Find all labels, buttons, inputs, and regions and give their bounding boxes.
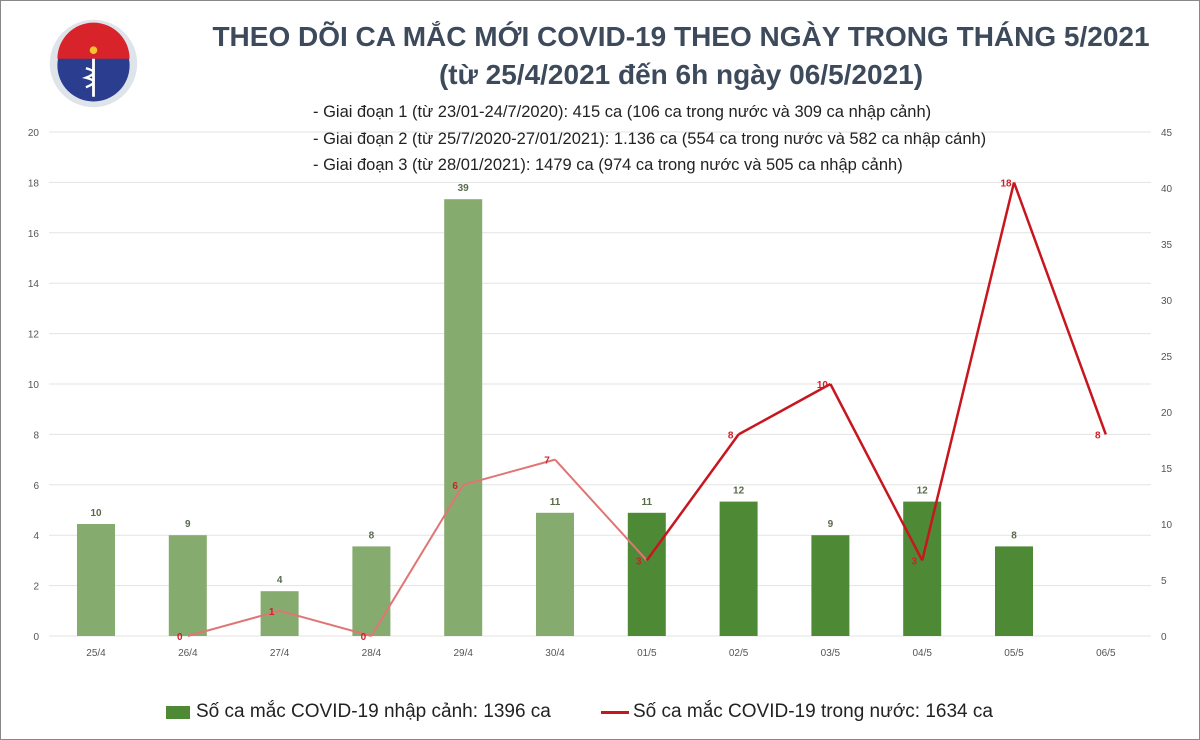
right-axis-tick: 30 <box>1161 296 1173 307</box>
line-data-label: 0 <box>361 632 367 643</box>
left-axis-tick: 6 <box>33 481 39 492</box>
bar-data-label: 39 <box>458 183 470 194</box>
bar-data-label: 10 <box>90 508 102 519</box>
x-axis-tick: 28/4 <box>362 648 382 659</box>
x-axis-tick: 06/5 <box>1096 648 1116 659</box>
bar <box>536 512 574 636</box>
x-axis-tick: 27/4 <box>270 648 290 659</box>
right-axis-tick: 25 <box>1161 352 1173 363</box>
line-data-label: 1 <box>269 607 275 618</box>
line-data-label: 3 <box>636 556 642 567</box>
bar <box>352 546 391 636</box>
left-axis-tick: 14 <box>28 279 40 290</box>
bar-data-label: 4 <box>277 575 283 586</box>
right-axis-tick: 40 <box>1161 184 1173 195</box>
line-segment <box>920 182 1016 561</box>
line-data-label: 0 <box>177 632 183 643</box>
right-axis-tick: 35 <box>1161 240 1173 251</box>
bar-data-label: 9 <box>828 519 834 530</box>
line-segment <box>187 609 280 637</box>
left-axis-tick: 10 <box>28 380 40 391</box>
left-axis-tick: 0 <box>33 632 39 643</box>
line-segment <box>737 382 832 436</box>
line-segment <box>645 433 740 562</box>
bar-data-label: 8 <box>369 530 375 541</box>
line-data-label: 18 <box>1000 178 1012 189</box>
chart-title: THEO DÕI CA MẮC MỚI COVID-19 THEO NGÀY T… <box>212 21 1150 52</box>
left-axis-tick: 18 <box>28 178 40 189</box>
legend-bar-label: Số ca mắc COVID-19 nhập cảnh: 1396 ca <box>196 701 551 722</box>
note-phase-3: - Giai đoạn 3 (từ 28/01/2021): 1479 ca (… <box>313 156 903 174</box>
legend-line: Số ca mắc COVID-19 trong nước: 1634 ca <box>601 701 993 723</box>
note-phase-1: - Giai đoạn 1 (từ 23/01-24/7/2020): 415 … <box>313 103 932 121</box>
right-axis-tick: 5 <box>1161 576 1167 587</box>
bar <box>627 512 666 636</box>
bar <box>811 535 850 636</box>
x-axis-tick: 05/5 <box>1004 648 1024 659</box>
bar-data-label: 12 <box>917 486 929 497</box>
line-data-label: 7 <box>544 456 550 467</box>
bar <box>168 535 207 636</box>
x-axis-tick: 04/5 <box>912 648 932 659</box>
x-axis-tick: 02/5 <box>729 648 749 659</box>
right-axis-tick: 20 <box>1161 408 1173 419</box>
line-segment <box>829 383 924 561</box>
x-axis-tick: 03/5 <box>821 648 841 659</box>
ministry-of-health-logo <box>49 19 138 108</box>
left-axis-tick: 4 <box>33 531 39 542</box>
x-axis-tick: 26/4 <box>178 648 198 659</box>
legend-line-label: Số ca mắc COVID-19 trong nước: 1634 ca <box>633 701 993 722</box>
legend-line-swatch <box>601 710 629 714</box>
bar <box>903 501 942 636</box>
legend-bar-swatch <box>166 705 190 719</box>
bar-data-label: 11 <box>550 497 561 508</box>
line-data-label: 6 <box>452 481 458 492</box>
right-axis-tick: 45 <box>1161 128 1173 139</box>
left-axis-tick: 16 <box>28 229 40 240</box>
x-axis-tick: 30/4 <box>545 648 565 659</box>
right-axis-tick: 10 <box>1161 520 1173 531</box>
line-segment <box>554 458 648 562</box>
bar-data-label: 11 <box>642 497 653 508</box>
line-segment <box>370 484 465 637</box>
line-data-label: 3 <box>911 556 917 567</box>
left-axis-tick: 8 <box>33 430 39 441</box>
bar-data-label: 8 <box>1011 530 1017 541</box>
left-axis-tick: 12 <box>28 330 40 341</box>
x-axis-tick: 25/4 <box>86 648 106 659</box>
bar-data-label: 9 <box>185 519 191 530</box>
line-segment <box>279 609 372 637</box>
line-data-label: 8 <box>1095 430 1101 441</box>
bar-data-label: 12 <box>733 486 745 497</box>
left-axis-tick: 20 <box>28 128 40 139</box>
bar <box>444 199 483 636</box>
line-segment <box>1012 181 1107 435</box>
left-axis-tick: 2 <box>33 582 39 593</box>
bar <box>995 546 1033 636</box>
legend-bar: Số ca mắc COVID-19 nhập cảnh: 1396 ca <box>166 701 551 723</box>
bar <box>77 524 115 636</box>
note-phase-2: - Giai đoạn 2 (từ 25/7/2020-27/01/2021):… <box>313 130 987 148</box>
x-axis-tick: 01/5 <box>637 648 657 659</box>
line-data-label: 10 <box>817 380 829 391</box>
bar <box>719 501 758 636</box>
line-data-label: 8 <box>728 430 734 441</box>
chart-subtitle: (từ 25/4/2021 đến 6h ngày 06/5/2021) <box>438 59 924 90</box>
right-axis-tick: 0 <box>1161 632 1167 643</box>
x-axis-tick: 29/4 <box>453 648 473 659</box>
right-axis-tick: 15 <box>1161 464 1173 475</box>
line-segment <box>462 458 556 486</box>
